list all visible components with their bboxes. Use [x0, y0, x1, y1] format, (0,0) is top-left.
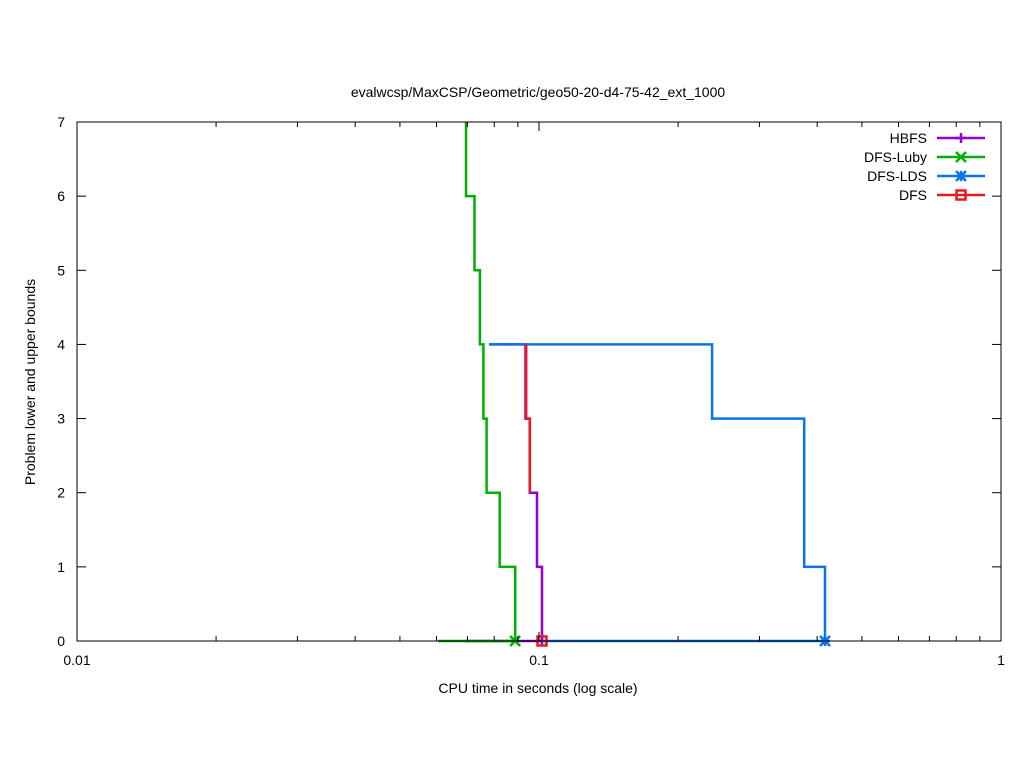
x-tick-label: 0.1 — [529, 652, 549, 668]
series-dfs-lds — [489, 343, 831, 647]
square-marker — [955, 189, 967, 201]
legend-label: DFS — [899, 187, 927, 203]
y-tick-label: 3 — [57, 411, 65, 427]
plus-marker — [956, 133, 966, 143]
legend-item: DFS-LDS — [867, 168, 985, 184]
y-tick-label: 5 — [57, 262, 65, 278]
legend-item: DFS-Luby — [864, 149, 985, 165]
legend-item: HBFS — [890, 130, 985, 146]
plot-layer — [438, 122, 831, 647]
series-dfs-luby — [438, 122, 522, 647]
x-tick-label: 0.01 — [63, 652, 90, 668]
cross-marker — [955, 151, 967, 163]
legend-label: HBFS — [890, 130, 927, 146]
axis-layer: 0 1 2 3 4 5 6 7 0.01 0.1 1 — [57, 114, 1005, 668]
legend-label: DFS-LDS — [867, 168, 927, 184]
y-axis-label: Problem lower and upper bounds — [22, 279, 38, 485]
y-tick-label: 4 — [57, 336, 65, 352]
legend-item: DFS — [899, 187, 985, 203]
series-upper-bound-line — [464, 122, 517, 641]
y-tick-label: 1 — [57, 559, 65, 575]
y-tick-label: 2 — [57, 485, 65, 501]
chart-title: evalwcsp/MaxCSP/Geometric/geo50-20-d4-75… — [351, 84, 726, 100]
y-tick-label: 6 — [57, 188, 65, 204]
legend-label: DFS-Luby — [864, 149, 927, 165]
series-upper-bound-line — [524, 344, 532, 493]
y-tick-label: 0 — [57, 633, 65, 649]
x-axis-label: CPU time in seconds (log scale) — [438, 680, 637, 696]
star-marker — [955, 170, 967, 182]
plot-frame — [76, 121, 1002, 642]
y-tick-label: 7 — [57, 114, 65, 130]
legend: HBFS DFS-Luby DFS-LDS DFS — [864, 130, 985, 203]
series-upper-bound-line — [489, 343, 827, 641]
x-tick-label: 1 — [997, 652, 1005, 668]
series-hbfs — [464, 343, 547, 646]
